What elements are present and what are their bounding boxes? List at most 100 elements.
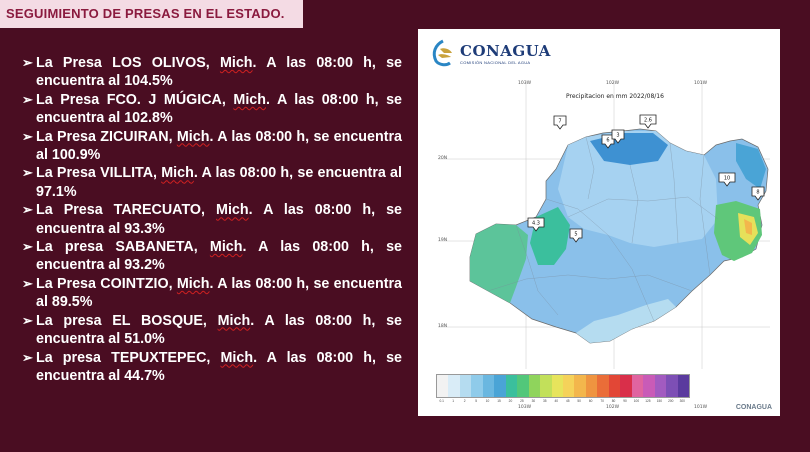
- dam-status-list: ➢ La Presa LOS OLIVOS, Mich. A las 08:00…: [22, 54, 402, 385]
- precip-station-marker: 10: [718, 172, 736, 187]
- legend-tick-label: 1: [452, 399, 454, 403]
- arrow-bullet-icon: ➢: [22, 202, 33, 218]
- legend-tick-label: 50: [577, 399, 581, 403]
- arrow-bullet-icon: ➢: [22, 128, 33, 144]
- precip-station-value: 8: [756, 190, 759, 196]
- precip-station-value: 3: [616, 133, 619, 139]
- legend-swatch: [517, 375, 529, 397]
- dam-name: La Presa TARECUATO,: [36, 202, 217, 219]
- dam-level-text: . A las 08:00 h, se encuentra al 93.2%: [36, 239, 402, 274]
- dam-status-text: La Presa TARECUATO, Mich. A las 08:00 h,…: [36, 201, 402, 238]
- legend-swatch: [471, 375, 483, 397]
- map-title: Precipitacion en mm 2022/08/16: [566, 93, 664, 100]
- legend-swatch: [551, 375, 563, 397]
- legend-tick-label: 90: [623, 399, 627, 403]
- dam-name: La Presa COINTZIO,: [36, 275, 177, 292]
- dam-status-text: La Presa ZICUIRAN, Mich. A las 08:00 h, …: [36, 128, 402, 165]
- legend-tick-label: 70: [600, 399, 604, 403]
- legend-tick-label: 150: [657, 399, 663, 403]
- legend-swatch: [574, 375, 586, 397]
- arrow-bullet-icon: ➢: [22, 239, 33, 255]
- dam-status-text: La presa EL BOSQUE, Mich. A las 08:00 h,…: [36, 312, 402, 349]
- legend-tick-label: 200: [668, 399, 674, 403]
- dam-level-text: . A las 08:00 h, se encuentra al 89.5%: [36, 275, 402, 311]
- legend-tick-label: 25: [520, 399, 524, 403]
- state-abbrev: Mich: [217, 312, 251, 329]
- arrow-bullet-icon: ➢: [22, 312, 33, 328]
- dam-level-text: . A las 08:00 h, se encuentra al 102.8%: [36, 91, 402, 127]
- longitude-label: 102W: [606, 81, 620, 86]
- footer-brand: CONAGUA: [735, 404, 772, 411]
- legend-tick-label: 125: [645, 399, 651, 403]
- legend-swatch: [448, 375, 460, 397]
- dam-status-text: La Presa LOS OLIVOS, Mich. A las 08:00 h…: [36, 54, 402, 91]
- state-abbrev: Mich: [209, 239, 243, 256]
- legend-tick-label: 45: [566, 399, 570, 403]
- dam-status-item: ➢ La presa TEPUXTEPEC, Mich. A las 08:00 …: [22, 349, 402, 386]
- legend-tick-label: 80: [612, 399, 616, 403]
- legend-tick-label: 300: [680, 399, 686, 403]
- arrow-bullet-icon: ➢: [22, 349, 33, 365]
- dam-status-item: ➢ La Presa ZICUIRAN, Mich. A las 08:00 h…: [22, 128, 402, 165]
- legend-tick-label: 40: [554, 399, 558, 403]
- conagua-logo-text: CONAGUA: [460, 42, 551, 60]
- dam-level-text: . A las 08:00 h, se encuentra al 100.9%: [36, 128, 402, 164]
- legend-swatch: [528, 375, 541, 397]
- longitude-label: 102W: [606, 405, 620, 410]
- dam-level-text: . A las 08:00 h, se encuentra al 97.1%: [36, 165, 402, 200]
- page-title: SEGUIMIENTO DE PRESAS EN EL ESTADO.: [0, 0, 303, 28]
- precip-station-marker: 4.3: [527, 217, 545, 232]
- state-abbrev: Mich: [176, 275, 210, 292]
- dam-level-text: . A las 08:00 h, se encuentra al 44.7%: [36, 349, 402, 384]
- precipitation-map-panel: CONAGUA COMISIÓN NACIONAL DEL AGUA Preci…: [418, 29, 780, 416]
- legend-tick-label: 5: [475, 399, 477, 403]
- arrow-bullet-icon: ➢: [22, 91, 33, 107]
- arrow-bullet-icon: ➢: [22, 165, 33, 181]
- longitude-label: 101W: [694, 405, 708, 410]
- legend-swatch: [540, 375, 552, 397]
- legend-swatch: [494, 375, 506, 397]
- legend-tick-label: 2: [464, 399, 466, 403]
- legend-swatch: [597, 375, 609, 397]
- legend-swatch: [482, 375, 495, 397]
- longitude-label: 103W: [518, 81, 532, 86]
- dam-status-item: ➢ La presa EL BOSQUE, Mich. A las 08:00 h…: [22, 312, 402, 349]
- dam-level-text: . A las 08:00 h, se encuentra al 104.5%: [36, 55, 402, 90]
- dam-name: La presa EL BOSQUE,: [36, 312, 218, 329]
- legend-tick-label: 35: [543, 399, 547, 403]
- precip-station-marker: 3: [611, 129, 625, 144]
- conagua-logo-subtitle: COMISIÓN NACIONAL DEL AGUA: [460, 60, 531, 65]
- legend-swatch: [677, 375, 689, 397]
- legend-swatch: [608, 375, 621, 397]
- dam-level-text: . A las 08:00 h, se encuentra al 93.3%: [36, 202, 402, 237]
- dam-name: La Presa ZICUIRAN,: [36, 128, 177, 145]
- state-abbrev: Mich: [233, 91, 266, 108]
- michoacan-map: 7 6 3 2.6 10 8 4.3 5: [438, 81, 770, 369]
- dam-name: La Presa FCO. J MÚGICA,: [36, 91, 234, 108]
- legend-tick-label: 100: [634, 399, 640, 403]
- dam-status-text: La Presa COINTZIO, Mich. A las 08:00 h, …: [36, 275, 402, 312]
- dam-status-text: La presa TEPUXTEPEC, Mich. A las 08:00 h…: [36, 349, 402, 386]
- longitude-label: 103W: [518, 405, 532, 410]
- dam-status-item: ➢ La Presa FCO. J MÚGICA, Mich. A las 08:…: [22, 91, 402, 128]
- legend-swatch: [459, 375, 472, 397]
- precip-station-marker: 7: [553, 115, 567, 130]
- legend-tick-label: 10: [486, 399, 490, 403]
- dam-status-text: La Presa FCO. J MÚGICA, Mich. A las 08:0…: [36, 91, 402, 128]
- latitude-label: 18N: [438, 324, 448, 329]
- state-abbrev: Mich: [161, 165, 194, 182]
- legend-swatch: [562, 375, 575, 397]
- dam-status-item: ➢ La Presa TARECUATO, Mich. A las 08:00 …: [22, 201, 402, 238]
- precip-station-value: 6: [606, 138, 609, 144]
- legend-tick-label: 15: [497, 399, 501, 403]
- legend-swatch: [643, 375, 655, 397]
- state-abbrev: Mich: [220, 349, 254, 366]
- dam-name: La Presa LOS OLIVOS,: [36, 55, 220, 71]
- precip-station-marker: 5: [569, 228, 583, 243]
- arrow-bullet-icon: ➢: [22, 275, 33, 291]
- legend-swatch: [666, 375, 678, 397]
- latitude-label: 19N: [438, 238, 448, 243]
- dam-status-item: ➢ La Presa COINTZIO, Mich. A las 08:00 h,…: [22, 275, 402, 312]
- dam-status-item: ➢ La presa SABANETA, Mich. A las 08:00 h,…: [22, 238, 402, 275]
- legend-tick-label: 60: [589, 399, 593, 403]
